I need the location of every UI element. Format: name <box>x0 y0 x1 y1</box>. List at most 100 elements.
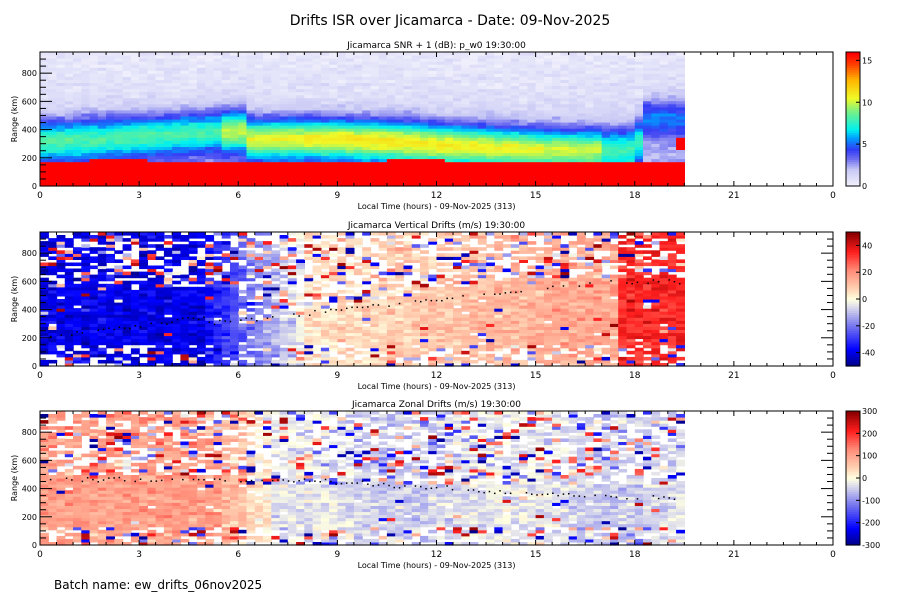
heat-cell <box>453 170 462 175</box>
heat-cell <box>329 363 338 367</box>
heat-cell <box>461 76 471 80</box>
heat-cell <box>386 167 396 172</box>
heat-cell <box>378 88 388 93</box>
heat-cell <box>543 128 553 132</box>
heat-cell <box>601 125 611 129</box>
heat-cell <box>626 155 636 160</box>
heat-cell <box>370 161 380 166</box>
heat-cell <box>97 94 107 99</box>
heat-cell <box>89 122 99 126</box>
heat-cell <box>139 137 148 141</box>
heat-cell <box>81 152 91 157</box>
heat-cell <box>403 55 413 59</box>
heat-cell <box>130 52 140 56</box>
heat-cell <box>139 82 148 87</box>
heat-cell <box>395 82 405 87</box>
heat-cell <box>147 347 157 352</box>
heat-cell <box>287 58 297 62</box>
heat-cell <box>320 85 330 90</box>
heat-cell <box>593 94 603 99</box>
heat-cell <box>329 247 338 251</box>
heat-cell <box>610 167 619 172</box>
heat-cell <box>296 323 305 327</box>
heat-cell <box>386 76 396 80</box>
heat-cell <box>353 137 363 141</box>
heat-cell <box>73 167 82 172</box>
heat-cell <box>651 173 661 178</box>
heat-cell <box>519 131 528 135</box>
heat-cell <box>122 302 132 306</box>
heat-cell <box>453 112 462 117</box>
heat-cell <box>320 64 330 68</box>
heat-cell <box>213 122 223 126</box>
heat-cell <box>519 106 528 111</box>
heat-cell <box>378 152 388 157</box>
heat-cell <box>411 61 421 65</box>
heat-cell <box>345 100 355 105</box>
heat-cell <box>106 344 115 349</box>
heat-cell <box>320 134 330 138</box>
heat-cell <box>48 183 58 187</box>
heat-cell <box>329 91 338 96</box>
heat-cell <box>510 73 520 77</box>
heat-cell <box>312 64 322 68</box>
heat-cell <box>411 52 421 56</box>
heat-cell <box>337 131 347 135</box>
heat-cell <box>230 112 239 117</box>
heat-cell <box>163 308 173 312</box>
heat-cell <box>428 146 438 150</box>
heat-cell <box>81 338 91 343</box>
heat-cell <box>114 152 124 157</box>
heat-cell <box>254 67 264 71</box>
heat-cell <box>618 106 628 111</box>
heat-cell <box>180 317 190 321</box>
heat-cell <box>370 143 380 147</box>
heat-cell <box>486 103 495 108</box>
heat-cell <box>370 158 380 163</box>
heat-cell <box>114 292 124 297</box>
heat-cell <box>676 137 685 141</box>
heat-cell <box>48 176 58 181</box>
heat-cell <box>188 317 198 321</box>
heat-cell <box>576 149 586 154</box>
heat-cell <box>254 131 264 135</box>
heat-cell <box>221 292 231 297</box>
heat-cell <box>304 112 314 117</box>
heat-cell <box>97 64 107 68</box>
heat-cell <box>279 332 289 337</box>
heat-cell <box>576 94 586 99</box>
heat-cell <box>643 61 652 65</box>
heat-cell <box>89 256 99 260</box>
heat-cell <box>362 131 372 135</box>
heat-cell <box>196 134 206 138</box>
heat-cell <box>56 134 66 138</box>
heat-cell <box>89 112 99 117</box>
heat-cell <box>626 152 636 157</box>
heat-cell <box>130 302 140 306</box>
heat-cell <box>370 119 380 123</box>
heat-cell <box>106 332 115 337</box>
heat-cell <box>576 82 586 87</box>
heat-cell <box>453 82 462 87</box>
heat-cell <box>411 76 421 80</box>
heat-cell <box>271 134 281 138</box>
heat-cell <box>213 241 223 245</box>
heat-cell <box>172 103 182 108</box>
heat-cell <box>634 183 644 187</box>
heat-cell <box>287 164 297 169</box>
heat-cell <box>626 94 636 99</box>
heat-cell <box>535 106 545 111</box>
heat-cell <box>73 134 82 138</box>
heat-cell <box>279 152 289 157</box>
heat-cell <box>560 140 570 144</box>
heat-cell <box>486 106 495 111</box>
heat-cell <box>552 67 561 71</box>
heat-cell <box>40 338 49 343</box>
heat-cell <box>246 85 256 90</box>
heat-cell <box>205 52 215 56</box>
heat-cell <box>337 125 347 129</box>
heat-cell <box>56 58 66 62</box>
heat-cell <box>395 55 405 59</box>
heat-cell <box>221 274 231 279</box>
heat-cell <box>436 55 446 59</box>
